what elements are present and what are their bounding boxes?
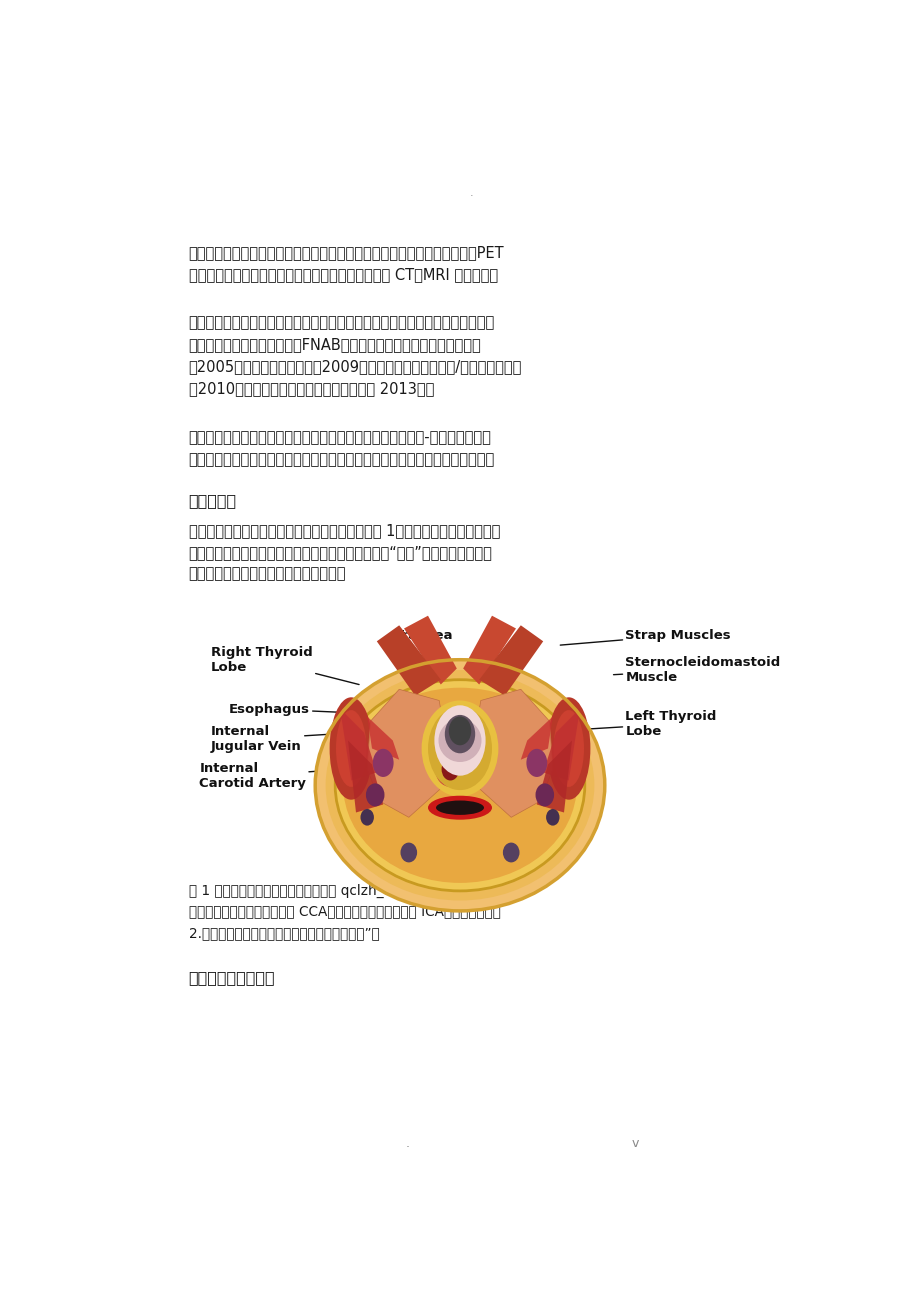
Text: 本文将讨论甲状腺疾病的影像表现，着重强调临床背景，放射-病理的相关性；: 本文将讨论甲状腺疾病的影像表现，着重强调临床背景，放射-病理的相关性； bbox=[188, 431, 491, 445]
Ellipse shape bbox=[335, 710, 366, 786]
Polygon shape bbox=[367, 716, 399, 759]
Text: （2005），美国甲状腺协会（2009），美国内分泌医师协会/欧洲甲状腺协会: （2005），美国甲状腺协会（2009），美国内分泌医师协会/欧洲甲状腺协会 bbox=[188, 359, 521, 375]
Text: 甲状腺是分叶状结构，位于下颈部，气管前方（图 1）。左右叶紧密贴在气管的: 甲状腺是分叶状结构，位于下颈部，气管前方（图 1）。左右叶紧密贴在气管的 bbox=[188, 523, 499, 538]
Ellipse shape bbox=[435, 751, 465, 786]
Ellipse shape bbox=[329, 698, 372, 799]
Ellipse shape bbox=[427, 707, 492, 790]
Text: 两侧，中间有一薄环状的甲状腺组织连接左右叶称为“峡部”。颈动静脉位于甲: 两侧，中间有一薄环状的甲状腺组织连接左右叶称为“峡部”。颈动静脉位于甲 bbox=[188, 544, 492, 560]
Ellipse shape bbox=[400, 842, 416, 862]
Text: Right Thyroid
Lobe: Right Thyroid Lobe bbox=[210, 646, 358, 685]
Polygon shape bbox=[472, 689, 552, 818]
Polygon shape bbox=[536, 741, 572, 812]
Ellipse shape bbox=[325, 671, 594, 901]
Polygon shape bbox=[403, 616, 457, 685]
Polygon shape bbox=[340, 708, 377, 780]
Ellipse shape bbox=[535, 784, 553, 806]
Text: 状腺左右叶的侧后方，前方是颈部肌群。: 状腺左右叶的侧后方，前方是颈部肌群。 bbox=[188, 566, 346, 582]
Text: （2010），美国国家综合癌症网络（更新于 2013）。: （2010），美国国家综合癌症网络（更新于 2013）。 bbox=[188, 381, 434, 397]
Text: 影像学检查是甲状腺诊断过程中不可或缺的一步，超声是首选的检查方法。PET: 影像学检查是甲状腺诊断过程中不可或缺的一步，超声是首选的检查方法。PET bbox=[188, 245, 504, 260]
Ellipse shape bbox=[372, 749, 393, 777]
Polygon shape bbox=[462, 616, 516, 685]
Text: 2.食管应该在气管的左后方，该图绘成正后方。”）: 2.食管应该在气管的左后方，该图绘成正后方。”） bbox=[188, 926, 379, 940]
Polygon shape bbox=[377, 625, 440, 695]
Ellipse shape bbox=[335, 680, 584, 891]
Ellipse shape bbox=[444, 715, 475, 754]
Text: 甲状腺解剖: 甲状腺解剖 bbox=[188, 493, 236, 509]
Text: Left Thyroid
Lobe: Left Thyroid Lobe bbox=[589, 710, 716, 738]
Ellipse shape bbox=[421, 700, 498, 797]
Text: 图上甲状腺水平对应的应该上 CCA（颈总动脉），该图标成 ICA（颈内动脉）。: 图上甲状腺水平对应的应该上 CCA（颈总动脉），该图标成 ICA（颈内动脉）。 bbox=[188, 905, 500, 919]
Ellipse shape bbox=[448, 716, 471, 745]
Text: .: . bbox=[405, 1137, 409, 1150]
Polygon shape bbox=[367, 689, 447, 818]
Ellipse shape bbox=[366, 784, 384, 806]
Text: Trachea: Trachea bbox=[394, 629, 465, 677]
Text: 甲状腺正常影像表现: 甲状腺正常影像表现 bbox=[188, 970, 275, 986]
Wedge shape bbox=[438, 720, 481, 762]
Text: Internal
Carotid Artery: Internal Carotid Artery bbox=[199, 762, 358, 790]
Polygon shape bbox=[347, 741, 383, 812]
Polygon shape bbox=[542, 708, 579, 780]
Ellipse shape bbox=[438, 723, 481, 751]
Text: v: v bbox=[631, 1137, 639, 1150]
Ellipse shape bbox=[503, 842, 519, 862]
Text: 近年来，多个机构发表了几份以超声和临床表现为基础的判断是否需要对甲状腺: 近年来，多个机构发表了几份以超声和临床表现为基础的判断是否需要对甲状腺 bbox=[188, 315, 494, 331]
Ellipse shape bbox=[441, 758, 459, 780]
Text: Sternocleidomastoid
Muscle: Sternocleidomastoid Muscle bbox=[613, 656, 779, 684]
Ellipse shape bbox=[526, 749, 547, 777]
Text: Esophagus: Esophagus bbox=[229, 703, 382, 716]
Text: Strap Muscles: Strap Muscles bbox=[560, 629, 731, 644]
Ellipse shape bbox=[427, 796, 492, 820]
Text: 图 1 甲状腺解剖示意图（编者注：感谢 qclzh_ok 战友指出上图的两处错误，“1.: 图 1 甲状腺解剖示意图（编者注：感谢 qclzh_ok 战友指出上图的两处错误… bbox=[188, 884, 521, 897]
Text: 甲状腺的超声引导细针定向穿刺适应症及穿刺技术，还有样本的细胞学分析等。: 甲状腺的超声引导细针定向穿刺适应症及穿刺技术，还有样本的细胞学分析等。 bbox=[188, 452, 494, 467]
Text: .: . bbox=[470, 189, 472, 198]
Ellipse shape bbox=[315, 660, 604, 910]
Ellipse shape bbox=[546, 809, 559, 825]
Text: 有助于良恶性鉴别（但一些学者认为有局限性）。而 CT、MRI 作用有限。: 有助于良恶性鉴别（但一些学者认为有局限性）。而 CT、MRI 作用有限。 bbox=[188, 267, 497, 281]
Polygon shape bbox=[479, 625, 542, 695]
Text: 结节进行超声引导定位穿刺（FNAB）的指南，发布机构有超声医师协会: 结节进行超声引导定位穿刺（FNAB）的指南，发布机构有超声医师协会 bbox=[188, 337, 481, 353]
Ellipse shape bbox=[360, 809, 373, 825]
Ellipse shape bbox=[436, 801, 483, 815]
Ellipse shape bbox=[343, 687, 576, 883]
Ellipse shape bbox=[434, 706, 485, 776]
Ellipse shape bbox=[553, 710, 584, 786]
Ellipse shape bbox=[547, 698, 590, 799]
Polygon shape bbox=[520, 716, 552, 759]
Text: Internal
Jugular Vein: Internal Jugular Vein bbox=[210, 725, 377, 753]
